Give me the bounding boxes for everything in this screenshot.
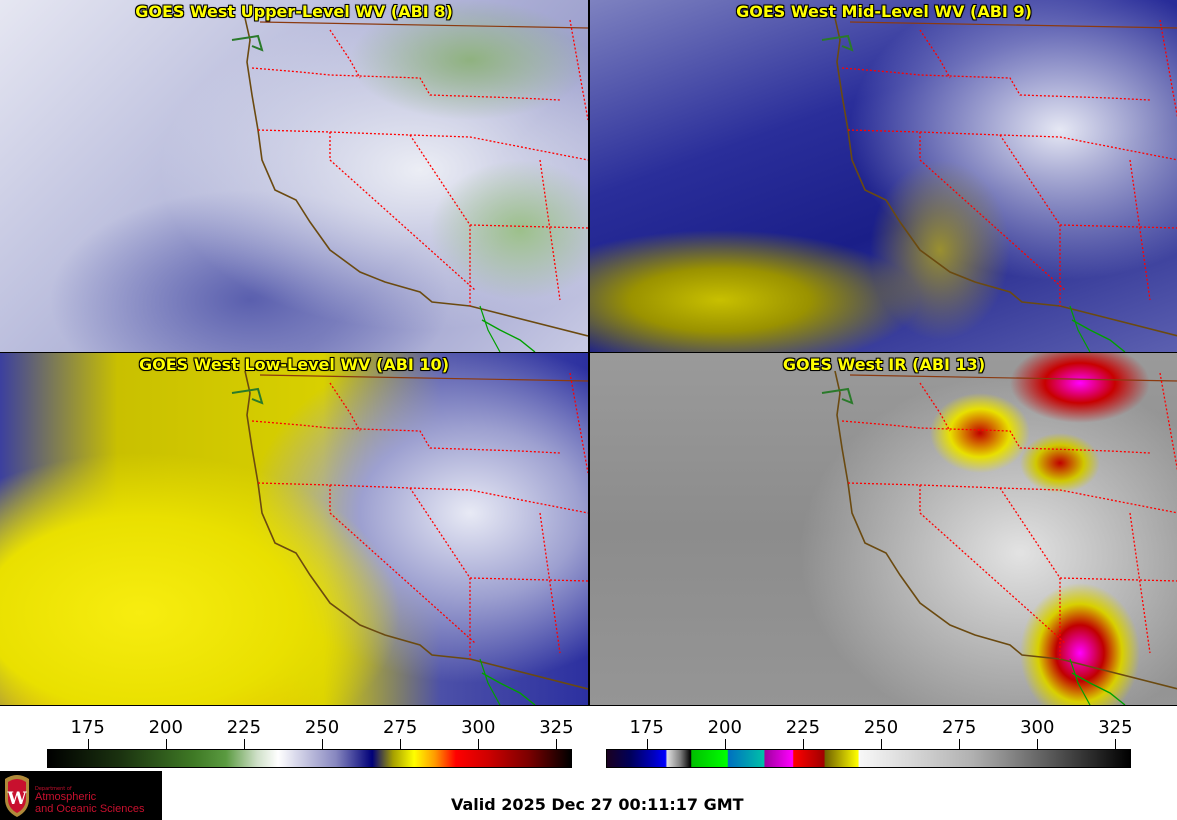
colorbar-tick [802, 739, 804, 749]
colorbar-tick-label: 250 [304, 717, 340, 738]
colorbar-tick-label: 300 [1020, 717, 1055, 738]
colorbar-tick-label: 225 [785, 717, 821, 738]
colorbar-tick [881, 739, 882, 749]
colorbar-tick-label: 200 [707, 717, 742, 738]
colorbar-tick [322, 739, 323, 749]
colorbar-tick [1037, 739, 1039, 749]
colorbar-tick [959, 739, 961, 749]
colorbar-tick-label: 175 [70, 717, 105, 738]
panel-low-level-wv: GOES West Low-Level WV (ABI 10) [0, 353, 588, 705]
ir-colorbar [606, 749, 1131, 768]
logo-line: Department of [35, 786, 72, 792]
panel-mid-level-wv: GOES West Mid-Level WV (ABI 9) [590, 0, 1177, 352]
svg-text:W: W [6, 789, 27, 809]
map-overlay [821, 17, 1177, 352]
colorbar-tick [646, 739, 648, 749]
colorbar-tick-label: 300 [461, 717, 496, 738]
panel-title: GOES West Mid-Level WV (ABI 9) [736, 2, 1032, 21]
colorbar-tick-label: 250 [863, 717, 899, 738]
map-overlay [231, 370, 588, 705]
panel-title: GOES West Upper-Level WV (ABI 8) [135, 2, 453, 21]
logo-line: and Oceanic Sciences [35, 803, 145, 815]
colorbar-tick-label: 175 [629, 717, 664, 738]
colorbar-tick-label: 325 [1098, 717, 1133, 738]
colorbar-tick-label: 225 [226, 717, 262, 738]
colorbar-tick [243, 739, 245, 749]
colorbar-tick [400, 739, 402, 749]
colorbar-tick-label: 275 [382, 717, 418, 738]
logo-line: Atmospheric [35, 791, 97, 803]
panel-title: GOES West IR (ABI 13) [782, 355, 986, 374]
colorbar-tick [165, 739, 167, 749]
colorbar-tick-label: 275 [941, 717, 977, 738]
colorbar-tick [556, 739, 558, 749]
panel-divider [0, 705, 1177, 706]
map-overlay [821, 370, 1177, 705]
colorbar-tick [724, 739, 726, 749]
map-overlay [231, 17, 588, 352]
colorbar-tick [1115, 739, 1117, 749]
panel-ir: GOES West IR (ABI 13) [590, 353, 1177, 705]
colorbar-tick [87, 739, 89, 749]
colorbar-tick-label: 200 [148, 717, 183, 738]
colorbar-tick [478, 739, 480, 749]
panel-divider [0, 352, 1177, 353]
valid-time: Valid 2025 Dec 27 00:11:17 GMT [451, 795, 744, 814]
aos-logo: W Department of Atmospheric and Oceanic … [0, 771, 162, 820]
panel-upper-level-wv: GOES West Upper-Level WV (ABI 8) [0, 0, 588, 352]
wv-colorbar [47, 749, 572, 768]
colorbar-tick-label: 325 [539, 717, 574, 738]
panel-title: GOES West Low-Level WV (ABI 10) [138, 355, 449, 374]
uw-crest-icon: W [5, 775, 29, 817]
